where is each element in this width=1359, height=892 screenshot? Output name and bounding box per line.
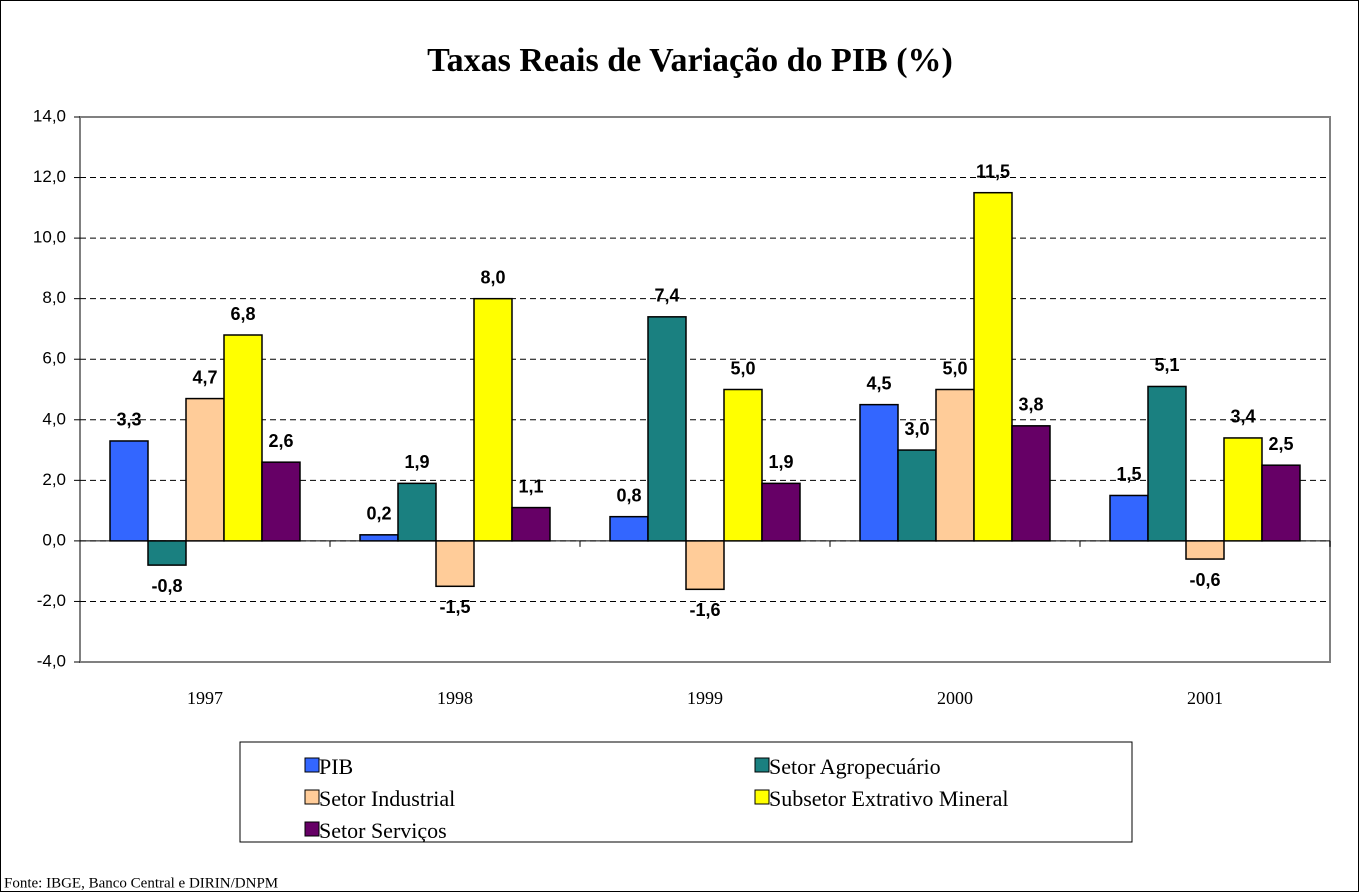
bar — [147, 540, 187, 566]
y-tick-label: 12,0 — [33, 167, 66, 186]
source-note: Fonte: IBGE, Banco Central e DIRIN/DNPM — [4, 875, 278, 891]
bar — [1109, 494, 1149, 542]
legend-swatch — [754, 789, 770, 805]
value-label: 0,2 — [366, 504, 391, 524]
bar — [473, 297, 513, 542]
legend-swatch — [304, 821, 320, 837]
y-tick-label: 4,0 — [42, 409, 66, 428]
value-label: 7,4 — [654, 286, 679, 306]
y-tick-label: 6,0 — [42, 349, 66, 368]
value-label: 5,0 — [730, 358, 755, 378]
y-tick-label: -2,0 — [37, 591, 66, 610]
legend-label: Setor Industrial — [319, 786, 455, 811]
value-label: 11,5 — [976, 161, 1010, 181]
bar — [609, 515, 649, 542]
bar — [723, 388, 763, 542]
legend-swatch — [754, 757, 770, 773]
value-label: 4,7 — [192, 367, 217, 387]
value-label: -0,8 — [151, 576, 182, 596]
legend-label: PIB — [319, 754, 353, 779]
value-label: -0,6 — [1189, 570, 1220, 590]
bar — [185, 397, 225, 542]
bar — [359, 534, 399, 542]
value-label: 2,5 — [1268, 434, 1293, 454]
x-tick-label: 2001 — [1187, 688, 1223, 708]
bar — [859, 403, 899, 542]
value-label: -1,6 — [689, 600, 720, 620]
x-tick-label: 1997 — [187, 688, 223, 708]
value-label: 3,3 — [116, 410, 141, 430]
value-label: 1,9 — [768, 452, 793, 472]
legend-label: Subsetor Extrativo Mineral — [769, 786, 1009, 811]
y-tick-label: 2,0 — [42, 470, 66, 489]
value-label: 1,9 — [404, 452, 429, 472]
bar — [897, 449, 937, 542]
value-label: 5,0 — [942, 358, 967, 378]
value-label: 1,1 — [518, 476, 543, 496]
value-label: 0,8 — [616, 485, 641, 505]
value-label: 8,0 — [480, 267, 505, 287]
bar — [435, 540, 475, 588]
y-tick-label: 0,0 — [42, 530, 66, 549]
value-label: 3,4 — [1230, 407, 1255, 427]
x-tick-label: 1999 — [687, 688, 723, 708]
value-label: 1,5 — [1116, 464, 1141, 484]
bar — [1261, 464, 1301, 542]
chart-title: Taxas Reais de Variação do PIB (%) — [427, 42, 953, 79]
bar — [261, 461, 301, 542]
y-tick-label: 8,0 — [42, 288, 66, 307]
bar — [1185, 540, 1225, 560]
bar — [109, 440, 149, 542]
value-label: -1,5 — [439, 597, 470, 617]
y-tick-label: 14,0 — [33, 106, 66, 125]
y-tick-label: -4,0 — [37, 651, 66, 670]
bar — [397, 482, 437, 542]
bar — [647, 316, 687, 542]
value-label: 3,0 — [904, 419, 929, 439]
x-tick-label: 2000 — [937, 688, 973, 708]
value-label: 6,8 — [230, 304, 255, 324]
value-label: 2,6 — [268, 431, 293, 451]
bar — [1147, 385, 1187, 542]
bar — [761, 482, 801, 542]
legend-label: Setor Agropecuário — [769, 754, 941, 779]
bar — [973, 191, 1013, 542]
bar — [1223, 437, 1263, 542]
bar — [223, 334, 263, 542]
legend-label: Setor Serviços — [319, 818, 447, 843]
value-label: 5,1 — [1154, 355, 1179, 375]
x-tick-label: 1998 — [437, 688, 473, 708]
bar — [935, 388, 975, 542]
value-label: 4,5 — [866, 373, 891, 393]
bar — [685, 540, 725, 591]
plot-area — [79, 116, 1331, 663]
legend-box — [239, 741, 1133, 843]
y-tick-label: 10,0 — [33, 228, 66, 247]
value-label: 3,8 — [1018, 395, 1043, 415]
legend-swatch — [304, 757, 320, 773]
bar — [511, 506, 551, 542]
bar — [1011, 425, 1051, 542]
legend-swatch — [304, 789, 320, 805]
